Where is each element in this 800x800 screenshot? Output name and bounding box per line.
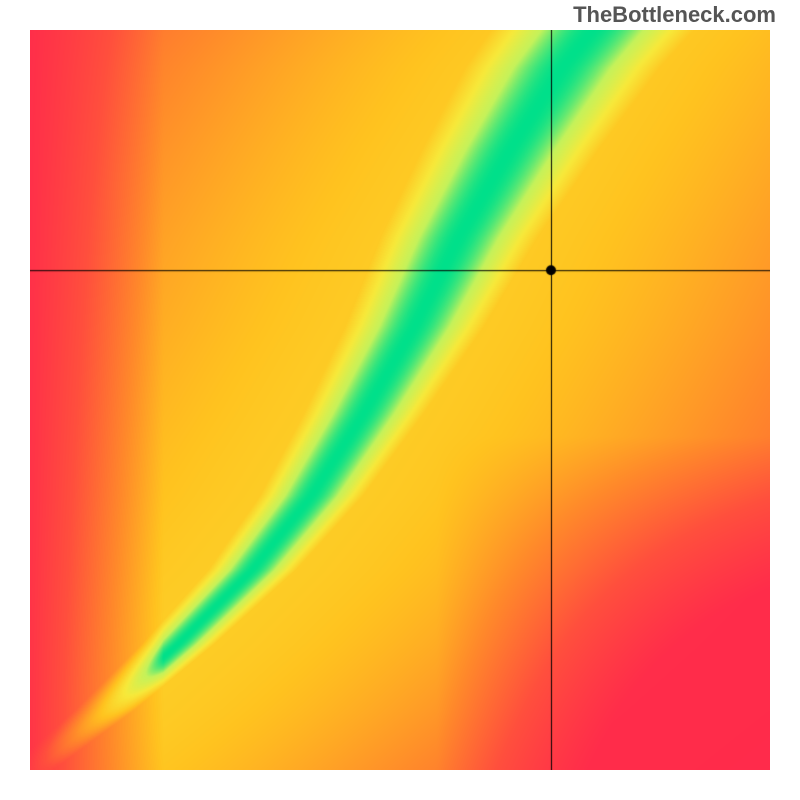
heatmap-plot bbox=[30, 30, 770, 770]
watermark-label: TheBottleneck.com bbox=[573, 2, 776, 28]
heatmap-canvas bbox=[30, 30, 770, 770]
chart-container: TheBottleneck.com bbox=[0, 0, 800, 800]
